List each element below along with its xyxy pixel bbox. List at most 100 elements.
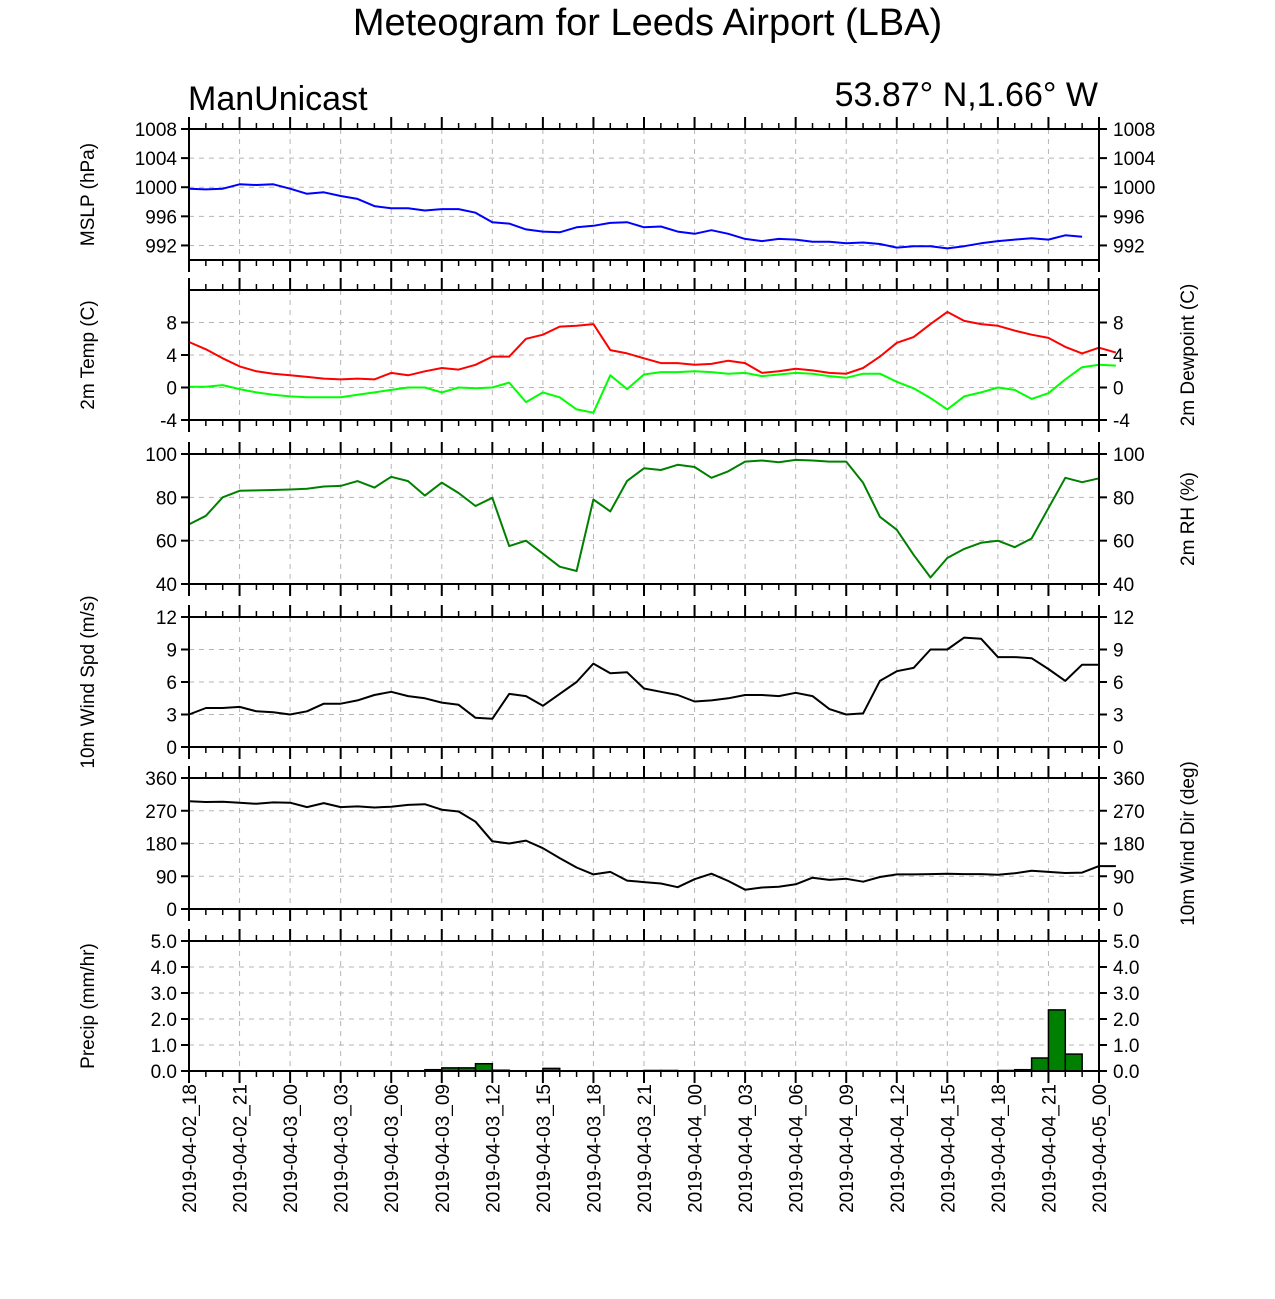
y-tick-label-left: 0: [166, 379, 177, 400]
y-tick-label-left: 0: [166, 738, 177, 759]
y-tick-label-left: 40: [156, 575, 177, 596]
series-line-wspd-0: [188, 636, 1099, 720]
series-line-temp-0: [188, 310, 1117, 381]
y-tick-label-right: 0: [1113, 900, 1124, 921]
y-tick-label-left: 1.0: [151, 1036, 177, 1057]
y-tick-label-left: 1004: [135, 149, 178, 170]
y-tick-label-right: 3: [1113, 706, 1124, 727]
precip-bar: [474, 1062, 494, 1072]
y-tick-label-right: 1008: [1113, 120, 1155, 141]
y-tick-label-left: 60: [156, 532, 177, 553]
x-tick-label: 2019-04-02_18: [180, 1084, 201, 1213]
y-tick-label-right: 3.0: [1113, 984, 1139, 1005]
x-tick-label: 2019-04-03_18: [584, 1084, 605, 1213]
y-tick-label-right: 100: [1113, 445, 1145, 466]
y-tick-label-right: 8: [1113, 314, 1124, 335]
y-tick-label-right: 12: [1113, 608, 1134, 629]
y-tick-label-right: 9: [1113, 641, 1124, 662]
y-tick-label-right: 0: [1113, 738, 1124, 759]
precip-bar: [1064, 1053, 1083, 1072]
y-tick-label-left: 996: [145, 207, 177, 228]
y-tick-label-right: 0.0: [1113, 1062, 1139, 1083]
y-axis-title-left: 2m Temp (C): [78, 300, 99, 409]
y-tick-label-left: 0.0: [151, 1062, 177, 1083]
x-tick-label: 2019-04-03_00: [281, 1084, 302, 1213]
x-tick-label: 2019-04-04_09: [837, 1084, 858, 1213]
panel-precip: [181, 929, 1107, 1083]
chart-title: Meteogram for Leeds Airport (LBA): [352, 2, 943, 44]
y-tick-label-right: 1004: [1113, 149, 1156, 170]
y-tick-label-right: 6: [1113, 673, 1124, 694]
panel-wspd: [181, 605, 1107, 759]
y-tick-label-left: 2.0: [151, 1010, 177, 1031]
precip-bar: [1030, 1057, 1050, 1072]
y-tick-label-right: 80: [1113, 488, 1134, 509]
y-tick-label-left: 180: [145, 835, 177, 856]
y-tick-label-right: 90: [1113, 867, 1134, 888]
y-tick-label-right: 1000: [1113, 178, 1155, 199]
x-tick-label: 2019-04-02_21: [231, 1084, 252, 1213]
y-tick-label-right: 40: [1113, 575, 1134, 596]
series-line-mslp-0: [188, 183, 1083, 250]
panel-wdir: [181, 766, 1116, 921]
y-tick-label-left: 4: [166, 346, 177, 367]
y-tick-label-right: 270: [1113, 802, 1145, 823]
x-tick-label: 2019-04-05_00: [1090, 1084, 1111, 1213]
x-tick-label: 2019-04-03_09: [433, 1084, 454, 1213]
y-tick-label-right: 1.0: [1113, 1036, 1139, 1057]
y-tick-label-right: 2.0: [1113, 1010, 1139, 1031]
y-tick-label-right: 992: [1113, 236, 1145, 257]
series-line-temp-1: [189, 363, 1116, 414]
y-tick-label-left: 9: [166, 641, 177, 662]
x-tick-label: 2019-04-03_12: [483, 1084, 504, 1213]
x-tick-label: 2019-04-04_15: [938, 1084, 959, 1213]
x-tick-label: 2019-04-04_18: [989, 1084, 1010, 1213]
y-tick-label-right: -4: [1113, 411, 1130, 432]
x-tick-label: 2019-04-04_21: [1039, 1084, 1060, 1213]
y-tick-label-left: 0: [166, 900, 177, 921]
y-tick-label-left: -4: [160, 411, 177, 432]
x-tick-label: 2019-04-03_06: [382, 1084, 403, 1213]
y-tick-label-left: 3: [166, 706, 177, 727]
precip-bar: [1047, 1009, 1067, 1072]
x-tick-label: 2019-04-04_06: [787, 1084, 808, 1213]
y-tick-label-left: 90: [156, 867, 177, 888]
x-tick-label: 2019-04-03_21: [635, 1084, 656, 1213]
y-tick-label-left: 100: [145, 445, 177, 466]
y-tick-label-left: 360: [145, 769, 177, 790]
y-tick-label-right: 0: [1113, 379, 1124, 400]
y-tick-label-right: 996: [1113, 207, 1145, 228]
y-tick-label-right: 180: [1113, 835, 1145, 856]
series-line-rh-0: [188, 458, 1100, 579]
y-tick-label-left: 80: [156, 488, 177, 509]
y-tick-label-left: 3.0: [151, 984, 177, 1005]
y-tick-label-left: 270: [145, 802, 177, 823]
y-tick-label-left: 6: [166, 673, 177, 694]
panel-mslp: [181, 117, 1107, 272]
x-tick-label: 2019-04-04_12: [888, 1084, 909, 1213]
y-tick-label-left: 12: [156, 608, 177, 629]
panel-rh: [181, 442, 1107, 596]
y-axis-title-left: MSLP (hPa): [78, 143, 99, 246]
y-tick-label-right: 360: [1113, 769, 1145, 790]
model-label: ManUnicast: [188, 80, 368, 118]
y-axis-title-right: 10m Wind Dir (deg): [1178, 761, 1199, 926]
y-axis-title-right: 2m Dewpoint (C): [1178, 284, 1199, 427]
y-tick-label-right: 60: [1113, 532, 1134, 553]
location-label: 53.87° N,1.66° W: [834, 76, 1098, 114]
y-tick-label-right: 4: [1113, 346, 1124, 367]
y-tick-label-left: 8: [166, 314, 177, 335]
y-tick-label-left: 5.0: [151, 932, 177, 953]
x-tick-label: 2019-04-04_03: [736, 1084, 757, 1213]
x-tick-label: 2019-04-03_15: [534, 1084, 555, 1213]
y-tick-label-right: 4.0: [1113, 958, 1139, 979]
y-tick-label-left: 1000: [135, 178, 177, 199]
y-tick-label-left: 4.0: [151, 958, 177, 979]
panel-temp: [181, 278, 1117, 432]
y-tick-label-left: 1008: [135, 120, 177, 141]
y-tick-label-right: 5.0: [1113, 932, 1139, 953]
y-tick-label-left: 992: [145, 236, 177, 257]
x-tick-label: 2019-04-03_03: [332, 1084, 353, 1213]
series-line-wdir-0: [188, 800, 1116, 891]
